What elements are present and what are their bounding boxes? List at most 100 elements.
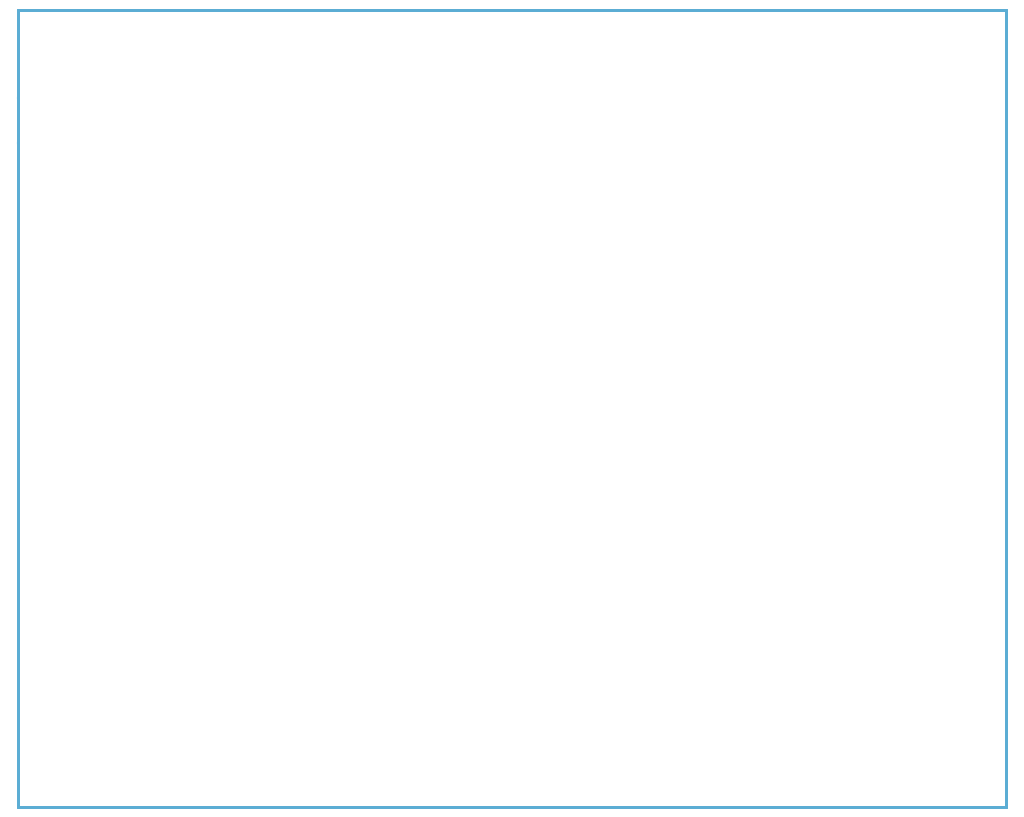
Text: 623: 623 [879,628,910,646]
Text: i: i [935,775,939,788]
Text: 639: 639 [471,731,503,749]
Text: 979: 979 [471,628,503,646]
Text: Nationwide: Nationwide [32,492,125,510]
Bar [18,279,1006,314]
Text: 8,444: 8,444 [662,322,709,340]
Bar [18,382,1006,416]
Text: Source: Bacs/Current Account Switch Service: Source: Bacs/Current Account Switch Serv… [32,775,346,789]
Text: -15,788: -15,788 [863,526,927,544]
Bar [18,416,1006,450]
Text: 356: 356 [669,628,700,646]
Text: HSBC: HSBC [32,424,78,442]
Text: Barclays: Barclays [32,253,102,271]
Text: 3,380: 3,380 [871,663,919,681]
Text: 36,876: 36,876 [459,390,516,408]
Text: Co-operative: Co-operative [32,322,139,340]
Text: 15,192: 15,192 [865,492,924,510]
Bar [18,689,1006,723]
Text: 1,549: 1,549 [662,697,709,715]
Text: 157: 157 [879,731,910,749]
Text: -353: -353 [877,185,913,203]
Text: Lloyds Bank: Lloyds Bank [32,458,132,476]
Text: 12,503: 12,503 [458,663,516,681]
Text: -3,291: -3,291 [868,288,922,306]
Text: -701: -701 [877,151,913,169]
Bar [18,314,1006,348]
Text: 51,002: 51,002 [865,595,924,613]
Text: NatWest: NatWest [32,526,102,544]
Text: Current account switch data: Current account switch data [36,31,458,57]
Text: 66,786: 66,786 [459,595,516,613]
Text: 877: 877 [669,151,700,169]
Text: 9,123: 9,123 [662,663,709,681]
Text: -25,577: -25,577 [863,253,927,271]
Text: RBS: RBS [32,560,66,578]
Text: Tesco Bank: Tesco Bank [32,628,125,646]
Text: 25,699: 25,699 [656,390,714,408]
Text: .com: .com [940,773,992,791]
Text: 176: 176 [471,151,503,169]
Text: 8,886: 8,886 [662,288,709,306]
Text: 667: 667 [669,185,700,203]
Text: 31,672: 31,672 [655,253,714,271]
Text: -466: -466 [877,355,913,373]
Text: 2,620: 2,620 [464,219,511,237]
Bar [18,587,1006,621]
Bar [930,773,944,791]
Bar [18,484,1006,518]
Text: 14,599: 14,599 [459,458,516,476]
Text: AIB Group (UK) p.l.c: AIB Group (UK) p.l.c [32,151,197,169]
Text: 13,710: 13,710 [655,560,714,578]
Text: Bank of Scotland: Bank of Scotland [32,219,172,237]
Bar [18,245,1006,279]
Text: 28,486: 28,486 [656,526,714,544]
Bar [18,212,1006,245]
Text: -8,683: -8,683 [868,424,922,442]
Text: Net Gains/Losses: Net Gains/Losses [808,111,981,130]
Bar [18,621,1006,654]
Text: Low Volume Participants: Low Volume Participants [32,731,234,749]
Bar [18,450,1006,484]
Text: Losses: Losses [651,111,719,130]
Text: 3,492: 3,492 [464,322,511,340]
Bar [18,723,1006,757]
Text: 26,317: 26,317 [458,492,516,510]
Bar [18,552,1006,587]
Text: -10,198: -10,198 [863,458,927,476]
Text: Brand: Brand [32,111,92,130]
Text: Clydesdale Bank: Clydesdale Bank [32,288,170,306]
Text: 314: 314 [471,185,503,203]
Text: 31,820: 31,820 [655,424,714,442]
Text: 12,698: 12,698 [458,526,516,544]
Text: 884: 884 [669,355,700,373]
Text: 24,797: 24,797 [656,458,714,476]
Text: Bank of Ireland: Bank of Ireland [32,185,158,203]
Text: 11,177: 11,177 [865,390,924,408]
Bar [18,654,1006,689]
Text: Halifax: Halifax [32,390,90,408]
Text: Danske: Danske [32,355,93,373]
Bar [18,518,1006,552]
Text: TSB: TSB [32,663,65,681]
Text: 418: 418 [471,355,503,373]
Text: 23,137: 23,137 [458,424,516,442]
Text: 6,095: 6,095 [464,253,511,271]
Text: Santander: Santander [32,595,118,613]
Text: 184: 184 [471,697,503,715]
Text: Gains: Gains [459,111,515,130]
Text: -11,484: -11,484 [863,560,927,578]
Bar [18,757,1006,807]
Bar [18,143,1006,177]
Text: -1,365: -1,365 [868,697,922,715]
Bar [18,348,1006,382]
Text: Money: Money [865,771,948,793]
Text: 3,865: 3,865 [662,219,709,237]
Text: -4,952: -4,952 [868,322,922,340]
Text: 15,784: 15,784 [656,595,714,613]
Text: 5,595: 5,595 [464,288,511,306]
Bar [18,98,1006,143]
Text: Ulster Bank: Ulster Bank [32,697,128,715]
Bar [18,10,1006,78]
Bar [18,78,1006,98]
Text: 2,226: 2,226 [464,560,511,578]
